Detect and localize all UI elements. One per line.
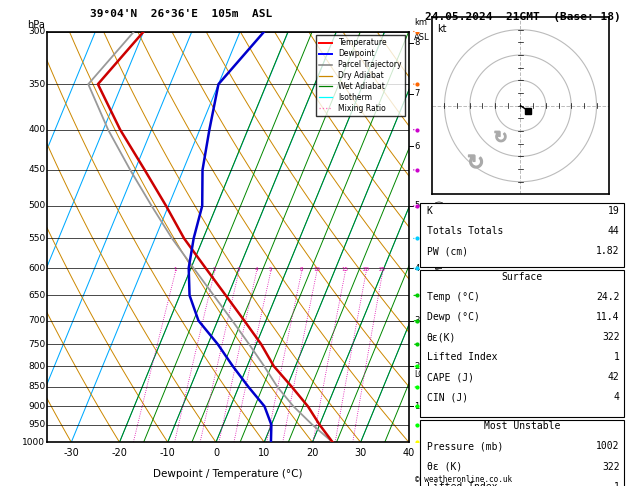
Text: 25: 25 [379,267,386,272]
Text: 40: 40 [403,449,415,458]
Text: 6: 6 [415,142,420,151]
Text: Lifted Index: Lifted Index [426,352,497,362]
Text: 1: 1 [173,267,177,272]
Text: 850: 850 [28,382,45,391]
Legend: Temperature, Dewpoint, Parcel Trajectory, Dry Adiabat, Wet Adiabat, Isotherm, Mi: Temperature, Dewpoint, Parcel Trajectory… [316,35,405,116]
Text: 400: 400 [28,125,45,134]
Text: 600: 600 [28,263,45,273]
Text: 1: 1 [614,352,620,362]
Text: 42: 42 [608,372,620,382]
Text: 1000: 1000 [23,438,45,447]
Text: 24.05.2024  21GMT  (Base: 18): 24.05.2024 21GMT (Base: 18) [425,12,620,22]
Text: kt: kt [437,24,447,34]
Text: 350: 350 [28,80,45,88]
Text: Surface: Surface [501,272,543,282]
Text: 8: 8 [299,267,303,272]
Text: ASL: ASL [415,33,430,42]
Text: θε(K): θε(K) [426,332,456,342]
Text: 1: 1 [415,402,420,411]
Text: K: K [426,206,433,216]
Text: Most Unstable: Most Unstable [484,421,560,432]
FancyBboxPatch shape [420,203,624,267]
Text: 10: 10 [258,449,270,458]
Text: Pressure (mb): Pressure (mb) [426,441,503,451]
Text: LCL: LCL [415,370,428,379]
Text: Temp (°C): Temp (°C) [426,292,479,302]
Text: 700: 700 [28,316,45,325]
Text: 20: 20 [362,267,369,272]
Text: 19: 19 [608,206,620,216]
Text: -10: -10 [160,449,175,458]
Text: 450: 450 [28,165,45,174]
Text: 2: 2 [415,362,420,371]
Text: 15: 15 [342,267,348,272]
Text: 20: 20 [306,449,319,458]
Text: 5: 5 [415,201,420,210]
Text: 300: 300 [28,27,45,36]
Text: 39°04'N  26°36'E  105m  ASL: 39°04'N 26°36'E 105m ASL [90,9,272,19]
Text: θε (K): θε (K) [426,462,462,471]
Text: 11.4: 11.4 [596,312,620,322]
Text: 30: 30 [355,449,367,458]
Text: 7: 7 [415,89,420,98]
Text: 8: 8 [415,38,420,47]
Text: Lifted Index: Lifted Index [426,482,497,486]
Text: 0: 0 [213,449,219,458]
Text: 1.82: 1.82 [596,246,620,256]
Text: 3: 3 [415,316,420,325]
Text: Mixing Ratio (g/kg): Mixing Ratio (g/kg) [436,200,445,274]
Text: 2: 2 [213,267,216,272]
Text: PW (cm): PW (cm) [426,246,468,256]
Text: 1: 1 [614,482,620,486]
Text: CIN (J): CIN (J) [426,392,468,402]
Text: 10: 10 [313,267,320,272]
Text: -30: -30 [64,449,79,458]
FancyBboxPatch shape [420,270,624,417]
Text: 750: 750 [28,340,45,348]
Text: km: km [415,18,427,28]
Text: hPa: hPa [27,19,45,30]
Text: 44: 44 [608,226,620,236]
Text: 4: 4 [415,263,420,273]
Text: -20: -20 [111,449,128,458]
Text: 4: 4 [254,267,258,272]
Text: 5: 5 [269,267,272,272]
Text: 650: 650 [28,291,45,300]
Text: Dewpoint / Temperature (°C): Dewpoint / Temperature (°C) [153,469,303,479]
Text: 900: 900 [28,402,45,411]
Text: 500: 500 [28,201,45,210]
Text: 24.2: 24.2 [596,292,620,302]
Text: © weatheronline.co.uk: © weatheronline.co.uk [415,474,512,484]
Text: 1002: 1002 [596,441,620,451]
Text: 3: 3 [237,267,240,272]
Text: 950: 950 [28,420,45,429]
Text: 800: 800 [28,362,45,371]
Text: Dewp (°C): Dewp (°C) [426,312,479,322]
Text: 322: 322 [602,332,620,342]
Text: 4: 4 [614,392,620,402]
Text: CAPE (J): CAPE (J) [426,372,474,382]
Text: 550: 550 [28,234,45,243]
Text: Totals Totals: Totals Totals [426,226,503,236]
FancyBboxPatch shape [420,420,624,486]
Text: 322: 322 [602,462,620,471]
